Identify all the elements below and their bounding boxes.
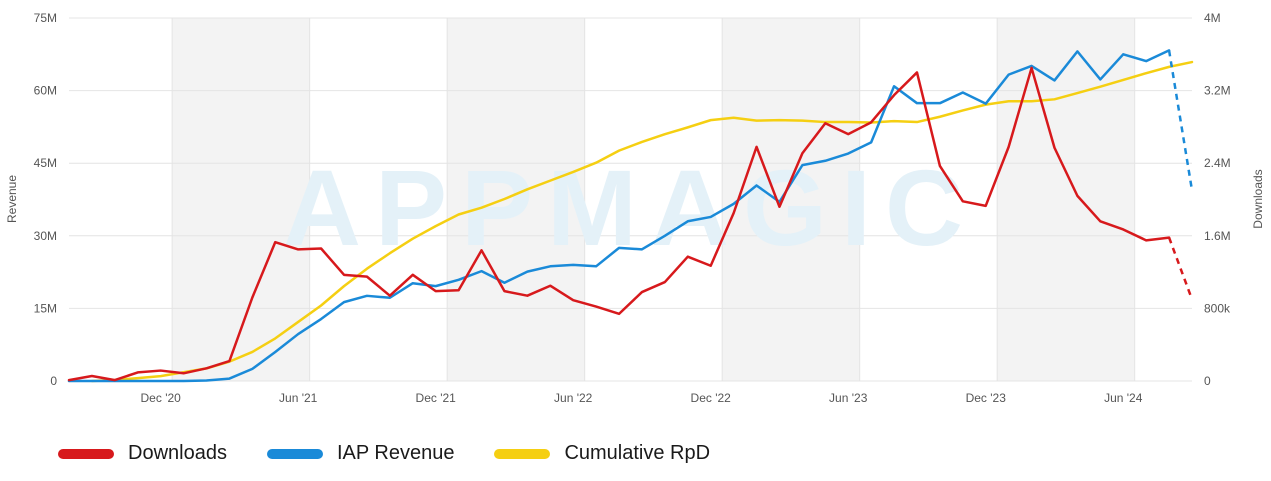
legend-label-iap-revenue: IAP Revenue [336,442,455,464]
series-line-iap-revenue-projected [1167,50,1194,191]
x-tick-label: Jun '24 [1104,391,1143,405]
x-tick-label: Jun '22 [554,391,593,405]
y-right-axis-title: Downloads [1251,169,1265,228]
y-right-tick-label: 2.4M [1204,156,1231,170]
x-tick-label: Jun '23 [829,391,868,405]
x-tick-label: Dec '20 [141,391,182,405]
series-line-iap-revenue [67,49,1171,383]
legend-label-cumulative-rpd: Cumulative RpD [564,442,711,464]
gridlines [69,17,1192,382]
x-tick-label: Dec '22 [691,391,732,405]
legend-item-iap-revenue[interactable]: IAP Revenue [266,442,455,465]
y-right-tick-label: 1.6M [1204,229,1231,243]
chart: APPMAGIC 0 15M 30M 45M 60M 75M 0 800k 1.6M 2.4M 3.… [5,11,1265,405]
shaded-band-0 [172,18,310,381]
y-left-tick-label: 60M [34,84,57,98]
y-right-tick-label: 3.2M [1204,84,1231,98]
shaded-band-1 [447,18,585,381]
series-line-downloads [67,66,1171,382]
x-tick-label: Dec '21 [416,391,457,405]
legend-swatch-iap-revenue [266,448,323,459]
legend-swatch-cumulative-rpd [494,448,551,459]
series-lines [67,49,1194,383]
shaded-band-3 [997,18,1135,381]
legend-item-downloads[interactable]: Downloads [58,442,227,465]
watermark: APPMAGIC [283,147,977,268]
shaded-band-2 [722,18,860,381]
series-line-downloads-projected [1167,237,1194,300]
y-right-tick-label: 0 [1204,374,1211,388]
y-left-tick-label: 75M [34,11,57,25]
legend-label-downloads: Downloads [128,442,227,464]
series-line-cumulative-rpd [90,60,1194,383]
y-left-tick-label: 45M [34,156,57,170]
y-left-tick-label: 15M [34,301,57,315]
x-tick-label: Jun '21 [279,391,318,405]
y-left-axis-title: Revenue [5,175,19,223]
axis-ticks: 0 15M 30M 45M 60M 75M 0 800k 1.6M 2.4M 3.2M 4M Dec '… [34,11,1231,405]
y-right-tick-label: 4M [1204,11,1221,25]
y-left-tick-label: 0 [50,374,57,388]
legend-swatch-downloads [58,448,114,459]
shaded-bands [172,18,1135,381]
legend: Downloads IAP Revenue Cumulative RpD [58,442,750,465]
legend-item-cumulative-rpd[interactable]: Cumulative RpD [494,442,710,465]
y-left-tick-label: 30M [34,229,57,243]
x-tick-label: Dec '23 [966,391,1007,405]
y-right-tick-label: 800k [1204,301,1231,315]
